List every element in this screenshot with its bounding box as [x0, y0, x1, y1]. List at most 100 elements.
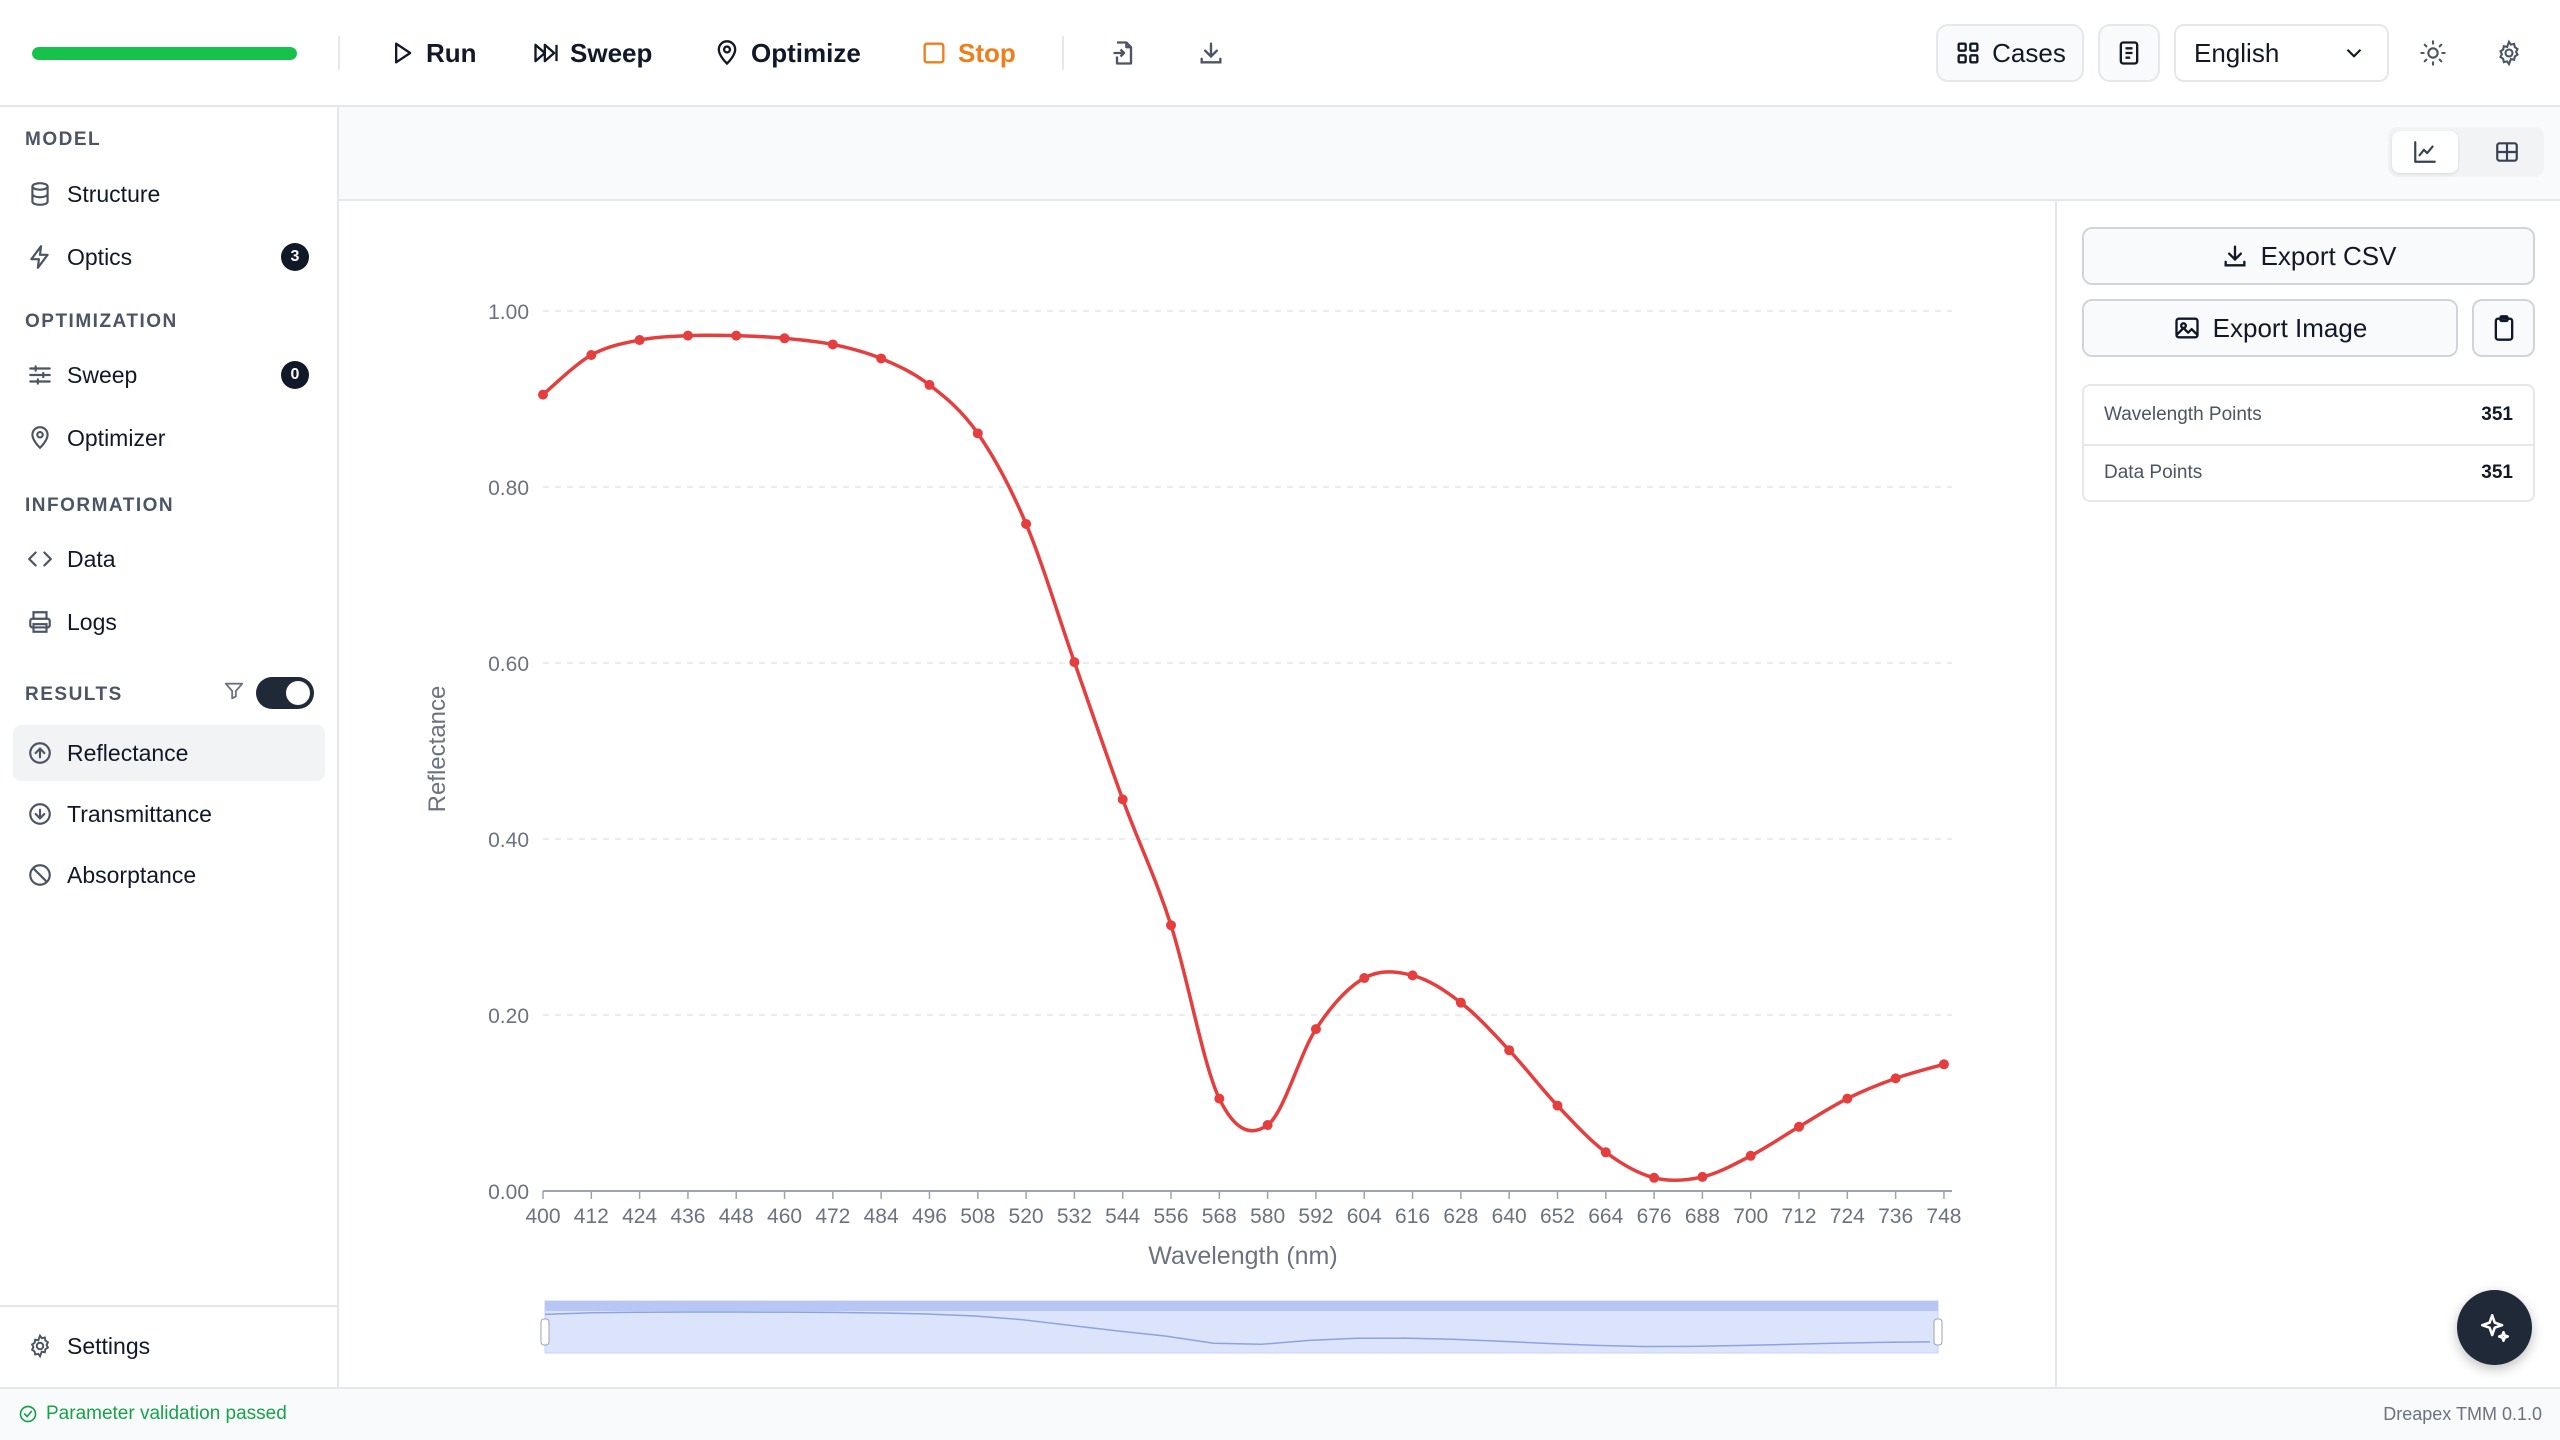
data-point — [1600, 1147, 1611, 1158]
download-icon — [1200, 42, 1222, 64]
language-select[interactable]: English — [2174, 24, 2389, 82]
sidebar-item-label: Logs — [67, 608, 117, 635]
ai-assistant-button[interactable] — [2457, 1290, 2532, 1365]
x-tick-label: 724 — [1830, 1205, 1865, 1228]
x-tick-label: 676 — [1637, 1205, 1672, 1228]
cases-button[interactable]: Cases — [1936, 24, 2084, 82]
data-point — [1890, 1073, 1901, 1084]
data-point — [1117, 794, 1128, 805]
filter-icon[interactable] — [223, 680, 245, 702]
validation-status: Parameter validation passed — [18, 1403, 287, 1425]
code-icon — [28, 551, 52, 567]
play-icon — [395, 42, 412, 64]
run-button[interactable]: Run — [388, 28, 477, 78]
sidebar-item-label: Settings — [67, 1332, 151, 1359]
data-point — [1504, 1045, 1515, 1056]
brush-right-handle — [1933, 1318, 1943, 1346]
chart-area: 0.00 0.20 0.40 0.60 0.80 1.00 400 412 424 436 448 4… — [339, 201, 2055, 1387]
data-point — [1552, 1100, 1563, 1111]
optimize-button[interactable]: Optimize — [713, 28, 861, 78]
line-chart-icon — [2414, 141, 2436, 163]
settings-top-button[interactable] — [2486, 30, 2532, 76]
sun-icon — [2420, 40, 2446, 66]
export-csv-label: Export CSV — [2260, 240, 2397, 271]
check-circle-icon — [19, 1405, 37, 1423]
sidebar-item-logs[interactable]: Logs — [13, 594, 325, 650]
sidebar-item-label: Sweep — [67, 361, 138, 388]
x-tick-label: 700 — [1733, 1205, 1768, 1228]
sidebar-item-optimizer[interactable]: Optimizer — [13, 410, 325, 466]
progress-fill — [32, 47, 297, 60]
sidebar-item-label: Optimizer — [67, 424, 166, 451]
import-button[interactable] — [1101, 30, 1147, 76]
data-point — [924, 379, 935, 390]
sidebar-item-reflectance[interactable]: Reflectance — [13, 725, 325, 781]
database-icon — [31, 182, 49, 206]
printer-icon — [29, 611, 51, 633]
stat-value: 351 — [2481, 404, 2513, 425]
data-point — [586, 350, 597, 360]
export-image-label: Export Image — [2212, 312, 2368, 343]
x-tick-label: 448 — [719, 1205, 754, 1228]
sliders-icon — [29, 365, 51, 385]
x-tick-label: 496 — [912, 1205, 947, 1228]
sidebar-item-transmittance[interactable]: Transmittance — [13, 786, 325, 842]
export-csv-button[interactable]: Export CSV — [2082, 227, 2535, 285]
sidebar-item-absorptance[interactable]: Absorptance — [13, 847, 325, 903]
data-point — [1794, 1121, 1805, 1132]
data-point — [1649, 1172, 1660, 1183]
sidebar: MODEL Structure Optics 3 OPTIMIZATION Sw… — [0, 107, 339, 1387]
file-import-icon — [1113, 41, 1133, 65]
document-icon — [2119, 41, 2139, 65]
sidebar-item-label: Optics — [67, 243, 133, 270]
x-tick-label: 604 — [1347, 1205, 1382, 1228]
y-tick-label: 0.00 — [488, 1181, 529, 1204]
x-tick-label: 688 — [1685, 1205, 1720, 1228]
sidebar-divider — [0, 1305, 337, 1307]
sidebar-item-sweep[interactable]: Sweep 0 — [13, 347, 325, 403]
progress-bar — [32, 47, 297, 60]
x-tick-label: 748 — [1926, 1205, 1961, 1228]
sidebar-item-data[interactable]: Data — [13, 531, 325, 587]
results-toggle[interactable] — [256, 677, 314, 709]
theme-toggle-button[interactable] — [2410, 30, 2456, 76]
data-point — [972, 428, 983, 439]
data-point — [1214, 1093, 1225, 1104]
table-view-button[interactable] — [2474, 131, 2540, 173]
reflectance-chart[interactable]: 0.00 0.20 0.40 0.60 0.80 1.00 400 412 424 436 448 4… — [339, 201, 2055, 1387]
sidebar-item-label: Transmittance — [67, 800, 212, 827]
x-tick-label: 472 — [815, 1205, 850, 1228]
stop-button[interactable]: Stop — [920, 28, 1016, 78]
brush-left-handle — [540, 1318, 550, 1346]
notes-button[interactable] — [2098, 24, 2160, 82]
data-point — [827, 339, 838, 350]
grid-icon — [1957, 42, 1979, 64]
copy-clipboard-button[interactable] — [2472, 299, 2535, 357]
stats-card: Wavelength Points 351 Data Points 351 — [2082, 384, 2535, 502]
section-title-information: INFORMATION — [25, 495, 175, 516]
view-bar — [339, 107, 2560, 201]
count-badge: 3 — [281, 243, 309, 271]
stop-label: Stop — [958, 37, 1016, 68]
download-button[interactable] — [1188, 30, 1234, 76]
map-pin-icon — [717, 40, 737, 66]
x-tick-label: 484 — [864, 1205, 899, 1228]
data-point — [876, 353, 887, 364]
gear-icon — [30, 1333, 50, 1359]
sweep-button[interactable]: Sweep — [532, 28, 652, 78]
sidebar-item-optics[interactable]: Optics 3 — [13, 229, 325, 285]
stat-label: Data Points — [2104, 462, 2203, 483]
sidebar-item-structure[interactable]: Structure — [13, 166, 325, 222]
x-tick-label: 616 — [1395, 1205, 1430, 1228]
chart-view-button[interactable] — [2392, 131, 2458, 173]
sweep-label: Sweep — [570, 37, 653, 68]
sidebar-item-settings[interactable]: Settings — [13, 1318, 325, 1374]
arrow-down-circle-icon — [29, 803, 51, 825]
series-line — [541, 333, 1945, 1183]
sidebar-item-label: Absorptance — [67, 861, 197, 888]
export-image-button[interactable]: Export Image — [2082, 299, 2458, 357]
status-message: Parameter validation passed — [46, 1403, 287, 1424]
stat-row-wavelength-points: Wavelength Points 351 — [2084, 386, 2533, 444]
section-title-optimization: OPTIMIZATION — [25, 311, 178, 332]
data-point — [538, 389, 548, 400]
